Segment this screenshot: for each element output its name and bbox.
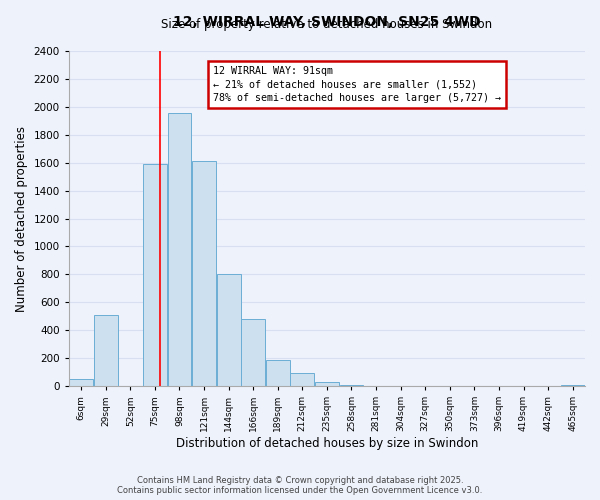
Text: 12 WIRRAL WAY: 91sqm
← 21% of detached houses are smaller (1,552)
78% of semi-de: 12 WIRRAL WAY: 91sqm ← 21% of detached h… xyxy=(214,66,502,102)
Bar xyxy=(290,374,314,386)
Bar xyxy=(561,384,584,386)
Text: Size of property relative to detached houses in Swindon: Size of property relative to detached ho… xyxy=(161,18,493,31)
Bar xyxy=(143,164,167,386)
Bar xyxy=(94,315,118,386)
X-axis label: Distribution of detached houses by size in Swindon: Distribution of detached houses by size … xyxy=(176,437,478,450)
Bar xyxy=(217,274,241,386)
Bar xyxy=(69,379,93,386)
Text: Contains HM Land Registry data © Crown copyright and database right 2025.
Contai: Contains HM Land Registry data © Crown c… xyxy=(118,476,482,495)
Bar xyxy=(241,319,265,386)
Bar xyxy=(266,360,290,386)
Title: 12, WIRRAL WAY, SWINDON, SN25 4WD: 12, WIRRAL WAY, SWINDON, SN25 4WD xyxy=(173,15,481,29)
Bar xyxy=(315,382,339,386)
Bar xyxy=(192,162,216,386)
Bar xyxy=(340,384,364,386)
Y-axis label: Number of detached properties: Number of detached properties xyxy=(15,126,28,312)
Bar xyxy=(167,112,191,386)
